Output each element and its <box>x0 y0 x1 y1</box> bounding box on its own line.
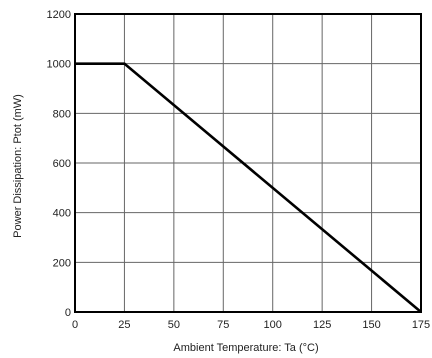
y-tick-400: 400 <box>53 208 71 220</box>
y-tick-600: 600 <box>53 158 71 170</box>
y-tick-1000: 1000 <box>47 59 71 71</box>
x-tick-50: 50 <box>168 319 180 331</box>
y-axis-label: Power Dissipation: Ptot (mW) <box>12 94 24 238</box>
x-tick-175: 175 <box>412 319 430 331</box>
x-tick-150: 150 <box>362 319 380 331</box>
x-tick-0: 0 <box>72 319 78 331</box>
y-tick-800: 800 <box>53 108 71 120</box>
x-axis-label: Ambient Temperature: Ta (°C) <box>173 342 318 354</box>
y-tick-1200: 1200 <box>47 9 71 21</box>
x-tick-labels: 0 25 50 75 100 125 150 175 <box>72 319 430 331</box>
plot-frame <box>74 13 422 313</box>
x-tick-100: 100 <box>264 319 282 331</box>
y-tick-labels: 0 200 400 600 800 1000 1200 <box>47 9 71 319</box>
series-group <box>75 62 422 313</box>
x-tick-75: 75 <box>217 319 229 331</box>
x-tick-25: 25 <box>118 319 130 331</box>
grid-lines <box>75 14 421 312</box>
y-tick-0: 0 <box>65 307 71 319</box>
series-line-0 <box>75 62 422 313</box>
x-tick-125: 125 <box>313 319 331 331</box>
y-tick-200: 200 <box>53 257 71 269</box>
